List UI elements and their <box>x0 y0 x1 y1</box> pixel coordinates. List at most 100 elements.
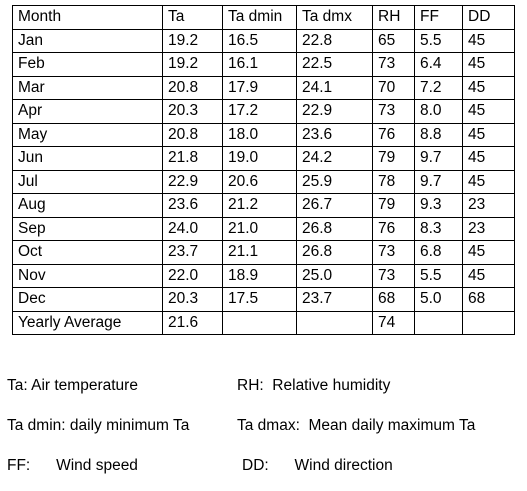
cell-ta: 23.7 <box>162 240 223 265</box>
header-ta-dmin: Ta dmin <box>222 5 297 30</box>
cell-ff: 5.5 <box>414 263 463 288</box>
cell-dd: 45 <box>462 146 515 171</box>
cell-ta: 22.0 <box>162 263 223 288</box>
cell-month: Nov <box>12 263 163 288</box>
cell-dd: 45 <box>462 263 515 288</box>
cell-ta: 24.0 <box>162 216 223 241</box>
cell-ta-dmin: 18.0 <box>222 122 297 147</box>
cell-dd: 23 <box>462 216 515 241</box>
cell-ta-dmin: 21.0 <box>222 216 297 241</box>
cell-ta-dmax: 23.7 <box>296 287 373 312</box>
cell-ff: 8.3 <box>414 216 463 241</box>
cell-ta-dmax: 25.9 <box>296 169 373 194</box>
cell-ff: 8.8 <box>414 122 463 147</box>
table-row: Apr 20.3 17.2 22.9 73 8.0 45 <box>12 99 515 124</box>
legend-ta-dmin: Ta dmin: daily minimum Ta <box>7 417 190 434</box>
cell-ta: 20.3 <box>162 99 223 124</box>
cell-ta-dmin: 20.6 <box>222 169 297 194</box>
cell-ta: 20.3 <box>162 287 223 312</box>
cell-rh: 70 <box>372 75 415 100</box>
cell-month: Dec <box>12 287 163 312</box>
table-row: Nov 22.0 18.9 25.0 73 5.5 45 <box>12 263 515 288</box>
cell-rh: 68 <box>372 287 415 312</box>
cell-dd: 68 <box>462 287 515 312</box>
cell-ta-dmin <box>222 310 297 335</box>
cell-dd: 23 <box>462 193 515 218</box>
table-row: Yearly Average 21.6 74 <box>12 310 515 335</box>
header-ta: Ta <box>162 5 223 30</box>
cell-dd: 45 <box>462 75 515 100</box>
cell-rh: 76 <box>372 216 415 241</box>
cell-ta-dmax: 26.8 <box>296 216 373 241</box>
cell-ta-dmax: 22.5 <box>296 52 373 77</box>
cell-ta-dmax: 26.8 <box>296 240 373 265</box>
cell-ta-dmax: 24.1 <box>296 75 373 100</box>
cell-month: Jan <box>12 28 163 53</box>
cell-ta-dmin: 17.2 <box>222 99 297 124</box>
cell-rh: 79 <box>372 146 415 171</box>
table-row: Mar 20.8 17.9 24.1 70 7.2 45 <box>12 75 515 100</box>
cell-month: Yearly Average <box>12 310 163 335</box>
cell-ta: 19.2 <box>162 52 223 77</box>
climate-table: Month Ta Ta dmin Ta dmx RH FF DD Jan 19.2 16.5 22.… <box>12 5 515 335</box>
cell-ff: 6.4 <box>414 52 463 77</box>
cell-rh: 76 <box>372 122 415 147</box>
cell-rh: 78 <box>372 169 415 194</box>
header-row: Month Ta Ta dmin Ta dmx RH FF DD <box>12 5 515 30</box>
cell-ff <box>414 310 463 335</box>
legend-ta-dmax: Ta dmax: Mean daily maximum Ta <box>237 417 476 434</box>
cell-ta-dmax: 22.9 <box>296 99 373 124</box>
cell-month: Sep <box>12 216 163 241</box>
cell-month: Oct <box>12 240 163 265</box>
cell-ta-dmax: 25.0 <box>296 263 373 288</box>
cell-rh: 73 <box>372 99 415 124</box>
cell-ta-dmin: 16.5 <box>222 28 297 53</box>
cell-ta: 20.8 <box>162 75 223 100</box>
cell-month: Apr <box>12 99 163 124</box>
cell-ta-dmin: 18.9 <box>222 263 297 288</box>
cell-rh: 73 <box>372 240 415 265</box>
cell-ta: 21.8 <box>162 146 223 171</box>
table-row: Sep 24.0 21.0 26.8 76 8.3 23 <box>12 216 515 241</box>
cell-ff: 5.5 <box>414 28 463 53</box>
header-rh: RH <box>372 5 415 30</box>
table-row: May 20.8 18.0 23.6 76 8.8 45 <box>12 122 515 147</box>
header-month: Month <box>12 5 163 30</box>
cell-rh: 73 <box>372 52 415 77</box>
header-ta-dmax: Ta dmx <box>296 5 373 30</box>
cell-ta-dmin: 17.9 <box>222 75 297 100</box>
table-row: Oct 23.7 21.1 26.8 73 6.8 45 <box>12 240 515 265</box>
cell-ta-dmin: 17.5 <box>222 287 297 312</box>
cell-ta-dmin: 16.1 <box>222 52 297 77</box>
cell-ta: 23.6 <box>162 193 223 218</box>
cell-rh: 74 <box>372 310 415 335</box>
header-dd: DD <box>462 5 515 30</box>
legend-rh: RH: Relative humidity <box>237 377 391 394</box>
cell-month: Mar <box>12 75 163 100</box>
cell-ta: 20.8 <box>162 122 223 147</box>
cell-ta: 19.2 <box>162 28 223 53</box>
cell-month: Aug <box>12 193 163 218</box>
cell-dd: 45 <box>462 28 515 53</box>
legend-ta: Ta: Air temperature <box>7 377 138 394</box>
cell-dd: 45 <box>462 122 515 147</box>
table-row: Jan 19.2 16.5 22.8 65 5.5 45 <box>12 28 515 53</box>
cell-ta-dmax: 24.2 <box>296 146 373 171</box>
table-row: Aug 23.6 21.2 26.7 79 9.3 23 <box>12 193 515 218</box>
cell-dd: 45 <box>462 240 515 265</box>
table-body: Month Ta Ta dmin Ta dmx RH FF DD Jan 19.2 16.5 22.… <box>12 5 515 335</box>
cell-ff: 9.7 <box>414 169 463 194</box>
cell-ff: 9.3 <box>414 193 463 218</box>
cell-month: Jul <box>12 169 163 194</box>
cell-month: May <box>12 122 163 147</box>
cell-ta-dmax: 23.6 <box>296 122 373 147</box>
cell-rh: 65 <box>372 28 415 53</box>
cell-rh: 73 <box>372 263 415 288</box>
cell-ta-dmax: 26.7 <box>296 193 373 218</box>
table-row: Jul 22.9 20.6 25.9 78 9.7 45 <box>12 169 515 194</box>
table-row: Dec 20.3 17.5 23.7 68 5.0 68 <box>12 287 515 312</box>
legend-ff: FF: Wind speed <box>7 457 138 474</box>
table-row: Feb 19.2 16.1 22.5 73 6.4 45 <box>12 52 515 77</box>
header-ff: FF <box>414 5 463 30</box>
cell-dd: 45 <box>462 52 515 77</box>
